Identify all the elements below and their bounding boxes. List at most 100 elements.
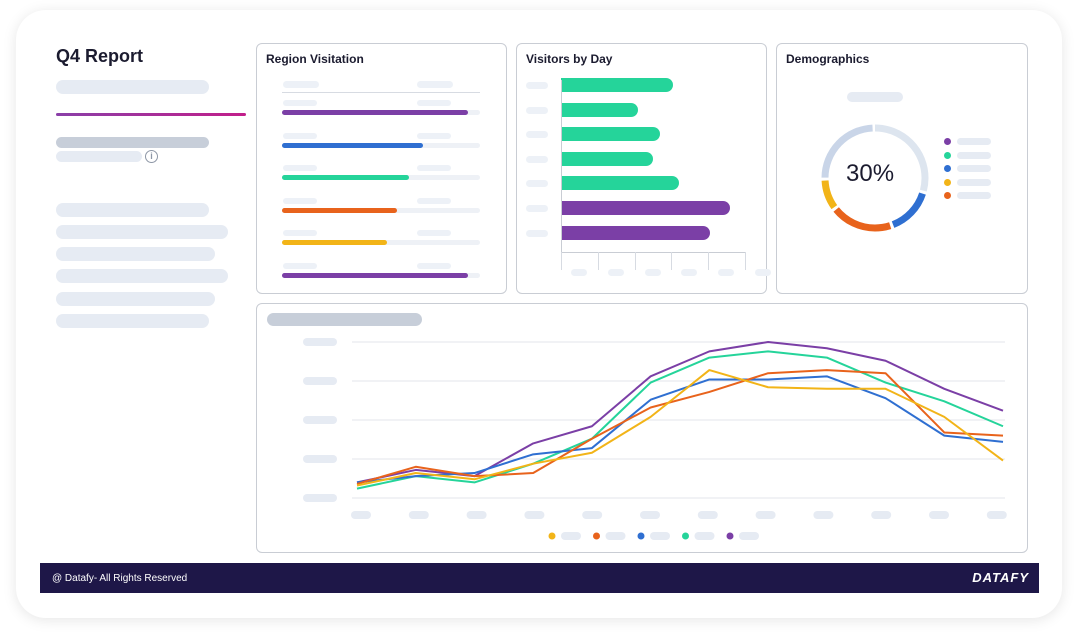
day-bar bbox=[561, 151, 653, 166]
y-tick-label-placeholder bbox=[303, 338, 337, 346]
x-tick-label-placeholder bbox=[582, 511, 603, 519]
placeholder-line bbox=[56, 137, 209, 148]
x-tick-label-placeholder bbox=[986, 511, 1007, 519]
region-visitation-panel: Region Visitation bbox=[256, 43, 507, 294]
day-bar bbox=[561, 78, 674, 92]
legend-dot bbox=[944, 178, 951, 186]
row-label-placeholder bbox=[283, 132, 317, 139]
day-bar bbox=[561, 225, 711, 240]
placeholder-line bbox=[56, 269, 228, 283]
placeholder-line bbox=[56, 151, 142, 162]
region-bar bbox=[282, 207, 397, 213]
y-tick-label-placeholder bbox=[303, 416, 337, 424]
x-tick-label-placeholder bbox=[351, 511, 371, 519]
day-bar bbox=[561, 201, 731, 215]
donut-percentage: 30% bbox=[846, 160, 895, 187]
x-tick-label-placeholder bbox=[718, 269, 735, 276]
day-label-placeholder bbox=[526, 131, 548, 139]
legend-dot bbox=[944, 151, 951, 159]
region-bar bbox=[282, 175, 409, 181]
x-tick bbox=[634, 252, 636, 270]
legend-dot bbox=[548, 532, 556, 540]
legend-label-placeholder bbox=[957, 165, 991, 172]
x-tick bbox=[671, 252, 673, 270]
legend-dot bbox=[944, 138, 951, 145]
legend-dot bbox=[726, 532, 734, 540]
series-line bbox=[356, 369, 1004, 485]
panel-title: Demographics bbox=[786, 52, 870, 66]
placeholder-line bbox=[56, 292, 215, 306]
x-tick-label-placeholder bbox=[697, 511, 718, 519]
x-tick bbox=[597, 252, 599, 270]
x-tick bbox=[708, 252, 710, 270]
x-tick-label-placeholder bbox=[571, 269, 587, 276]
x-tick-label-placeholder bbox=[408, 511, 429, 519]
legend-dot bbox=[593, 532, 600, 540]
donut-chart bbox=[821, 124, 929, 232]
x-axis bbox=[561, 252, 745, 253]
legend-dot bbox=[682, 532, 689, 540]
y-tick-label-placeholder bbox=[303, 455, 337, 463]
row-label-placeholder bbox=[283, 165, 317, 172]
y-tick-label-placeholder bbox=[303, 377, 337, 385]
placeholder-line bbox=[56, 80, 209, 94]
row-label-placeholder bbox=[283, 263, 317, 269]
placeholder-line bbox=[56, 314, 209, 328]
legend-label-placeholder bbox=[957, 151, 991, 159]
y-axis bbox=[561, 80, 562, 252]
row-label-placeholder bbox=[283, 100, 317, 106]
row-label-placeholder bbox=[283, 230, 317, 237]
divider bbox=[282, 92, 480, 93]
x-tick-label-placeholder bbox=[871, 511, 892, 519]
header-placeholder bbox=[417, 81, 453, 88]
row-value-placeholder bbox=[417, 165, 451, 172]
legend-label-placeholder bbox=[957, 138, 991, 145]
x-tick-label-placeholder bbox=[813, 511, 834, 519]
row-label-placeholder bbox=[283, 197, 317, 204]
legend-label-placeholder bbox=[957, 178, 991, 186]
legend-label-placeholder bbox=[694, 532, 715, 540]
region-bar bbox=[282, 142, 423, 148]
legend-label-placeholder bbox=[605, 532, 626, 540]
x-tick bbox=[745, 252, 746, 270]
x-tick-label-placeholder bbox=[755, 511, 776, 519]
brand-logo[interactable]: DATAFY bbox=[972, 570, 1029, 585]
placeholder-line bbox=[847, 92, 903, 102]
x-tick-label-placeholder bbox=[607, 269, 624, 276]
legend-label-placeholder bbox=[561, 532, 581, 540]
placeholder-line bbox=[56, 225, 228, 239]
x-tick-label-placeholder bbox=[929, 511, 949, 519]
donut-segment bbox=[821, 124, 929, 232]
day-bar bbox=[561, 176, 679, 191]
day-label-placeholder bbox=[526, 82, 548, 89]
chart-title-placeholder bbox=[267, 313, 422, 326]
line-chart bbox=[303, 338, 1007, 540]
info-icon[interactable]: i bbox=[145, 150, 158, 163]
series-line bbox=[356, 369, 1004, 487]
series-line bbox=[356, 350, 1004, 490]
placeholder-line bbox=[56, 247, 215, 261]
day-bar bbox=[561, 127, 661, 142]
day-label-placeholder bbox=[526, 106, 548, 114]
legend-label-placeholder bbox=[739, 532, 759, 540]
x-tick-label-placeholder bbox=[640, 511, 660, 519]
x-tick-label-placeholder bbox=[466, 511, 487, 519]
footer: @ Datafy- All Rights Reserved DATAFY bbox=[40, 563, 1039, 593]
title-underline bbox=[56, 113, 246, 116]
row-value-placeholder bbox=[417, 197, 451, 204]
page-title: Q4 Report bbox=[56, 46, 144, 66]
x-tick-label-placeholder bbox=[524, 511, 545, 519]
x-tick-label-placeholder bbox=[681, 269, 698, 276]
region-bar bbox=[282, 273, 469, 278]
day-label-placeholder bbox=[526, 205, 548, 212]
legend-dot bbox=[944, 192, 951, 199]
row-value-placeholder bbox=[417, 230, 451, 237]
placeholder-line bbox=[56, 203, 209, 217]
panel-title: Region Visitation bbox=[266, 52, 364, 66]
panel-title: Visitors by Day bbox=[526, 52, 613, 66]
series-line bbox=[356, 375, 1004, 484]
legend-dot bbox=[944, 165, 951, 172]
day-label-placeholder bbox=[526, 180, 548, 188]
row-value-placeholder bbox=[417, 132, 451, 139]
donut-segment bbox=[821, 124, 929, 232]
